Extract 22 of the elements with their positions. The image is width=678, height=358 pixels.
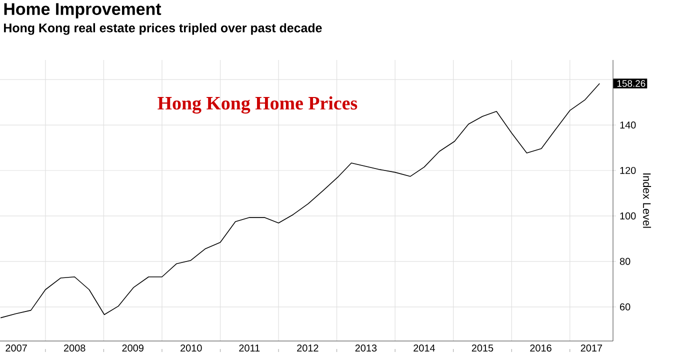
x-tick-label: 2009 bbox=[122, 344, 144, 352]
y-tick-label: 60 bbox=[620, 303, 630, 310]
x-tick-label: 2015 bbox=[472, 344, 494, 352]
y-tick-label: 120 bbox=[620, 166, 636, 174]
x-tick-label: 2017 bbox=[580, 344, 602, 352]
y-tick-label: 80 bbox=[620, 258, 630, 265]
x-tick-label: 2010 bbox=[180, 344, 202, 352]
chart-title: Home Improvement bbox=[4, 3, 162, 18]
x-tick-label: 2008 bbox=[64, 344, 86, 352]
x-tick-label: 2016 bbox=[530, 344, 552, 352]
x-tick-label: 2007 bbox=[6, 344, 27, 352]
annotation: Hong Kong Home Prices bbox=[158, 96, 358, 114]
y-tick-label: 140 bbox=[620, 121, 636, 129]
line-series bbox=[0, 83, 600, 318]
x-tick-label: 2013 bbox=[355, 344, 377, 352]
chart-subtitle: Hong Kong real estate prices tripled over past decade bbox=[4, 23, 322, 35]
x-tick-label: 2012 bbox=[297, 344, 318, 352]
x-tick-label: 2014 bbox=[414, 344, 435, 352]
data-label: 158.26 bbox=[617, 80, 646, 87]
y-tick-label: 100 bbox=[620, 212, 636, 220]
x-tick-label: 2011 bbox=[239, 344, 260, 352]
y-axis-title: Index Level bbox=[642, 173, 652, 228]
